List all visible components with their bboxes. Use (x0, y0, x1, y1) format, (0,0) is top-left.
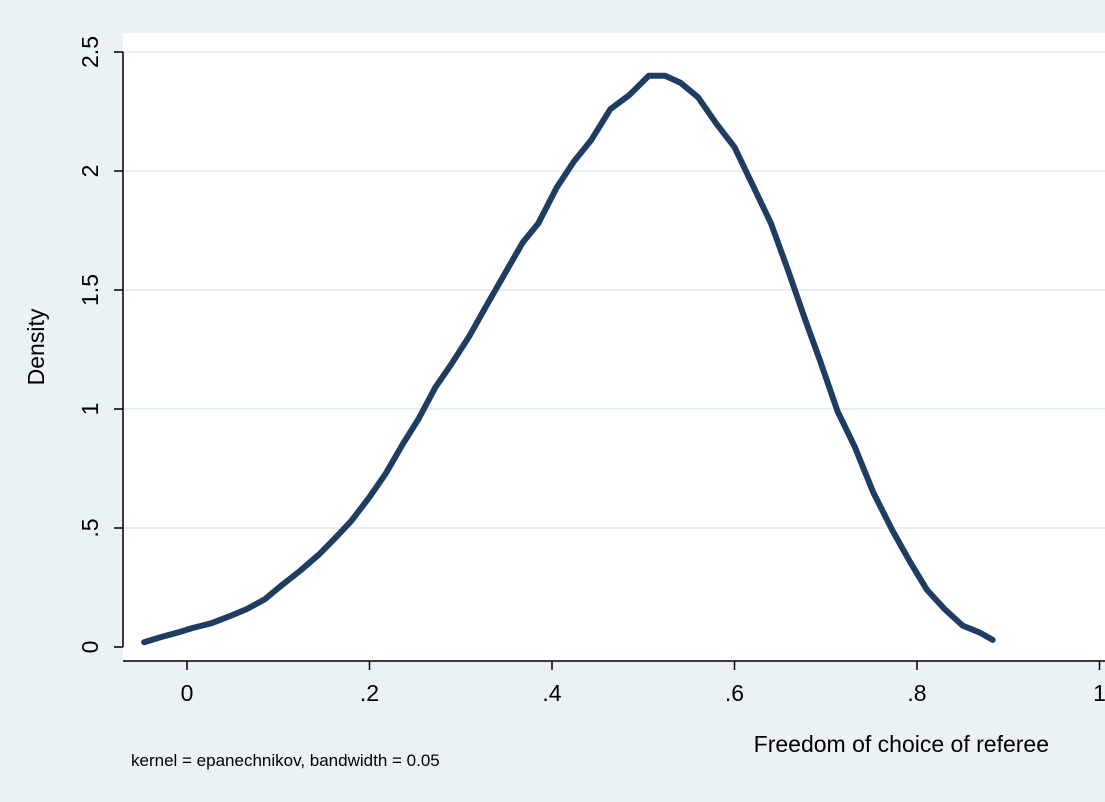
x-tick-label-3: .6 (725, 680, 744, 706)
plot-area (123, 33, 1105, 661)
x-axis-title: Freedom of choice of referee (754, 731, 1049, 757)
y-axis-title: Density (23, 308, 49, 385)
y-tick-label-4: 2 (77, 165, 103, 178)
y-tick-label-1: .5 (77, 518, 103, 537)
grid-lines (123, 51, 1105, 529)
series-layer (141, 72, 996, 646)
y-tick-label-3: 1.5 (77, 274, 103, 306)
kernel-note: kernel = epanechnikov, bandwidth = 0.05 (131, 751, 440, 770)
x-axis: 0 .2 .4 .6 .8 1 (123, 660, 1105, 706)
density-line (141, 72, 996, 646)
x-tick-label-4: .8 (907, 680, 926, 706)
y-axis: 0 .5 1 1.5 2 2.5 (77, 36, 124, 654)
x-tick-label-2: .4 (542, 680, 561, 706)
y-tick-label-0: 0 (77, 641, 103, 654)
y-tick-label-2: 1 (77, 403, 103, 416)
x-tick-label-5: 1 (1093, 680, 1105, 706)
y-tick-label-5: 2.5 (77, 36, 103, 68)
x-tick-label-1: .2 (360, 680, 379, 706)
x-tick-label-0: 0 (181, 680, 194, 706)
